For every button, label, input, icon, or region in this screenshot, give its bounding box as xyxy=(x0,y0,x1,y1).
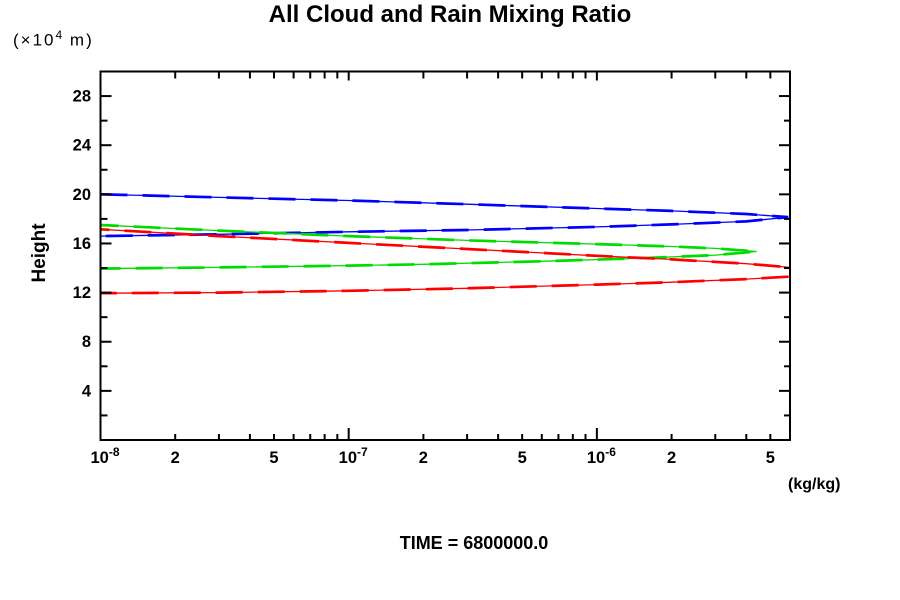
y-axis-tick-label: 28 xyxy=(73,88,91,106)
y-axis-tick-label: 16 xyxy=(73,235,91,253)
x-axis-tick-label: 10-7 xyxy=(339,445,368,467)
x-axis-tick-label: 5 xyxy=(766,449,775,467)
green-profile-dashes xyxy=(100,223,757,270)
y-axis-tick-label: 20 xyxy=(73,186,91,204)
red-profile-dashes xyxy=(100,227,791,295)
y-axis-unit-label: (×104 m) xyxy=(13,28,94,51)
curves-group xyxy=(100,192,791,295)
x-axis-tick-label: 2 xyxy=(419,449,428,467)
x-axis-tick-label: 2 xyxy=(667,449,676,467)
y-axis-tick-label: 12 xyxy=(73,284,91,302)
y-axis-tick-label: 24 xyxy=(73,137,92,155)
x-axis-tick-label: 10-6 xyxy=(587,445,616,467)
y-axis-tick-label: 4 xyxy=(82,382,92,400)
x-axis-tick-label: 5 xyxy=(269,449,278,467)
plot-frame xyxy=(99,70,791,441)
y-unit-exponent: 4 xyxy=(55,28,64,42)
y-axis-tick-label: 8 xyxy=(82,333,91,351)
blue-profile-dashes xyxy=(100,192,789,238)
x-axis-tick-label: 5 xyxy=(518,449,527,467)
time-label: TIME = 6800000.0 xyxy=(399,533,549,553)
y-unit-suffix: m) xyxy=(63,30,94,50)
y-unit-prefix: (×10 xyxy=(13,30,56,50)
x-axis-tick-label: 10-8 xyxy=(91,445,120,467)
x-axis-tick-label: 2 xyxy=(171,449,180,467)
x-axis-unit-label: (kg/kg) xyxy=(788,476,841,493)
chart-title: All Cloud and Rain Mixing Ratio xyxy=(268,1,632,28)
